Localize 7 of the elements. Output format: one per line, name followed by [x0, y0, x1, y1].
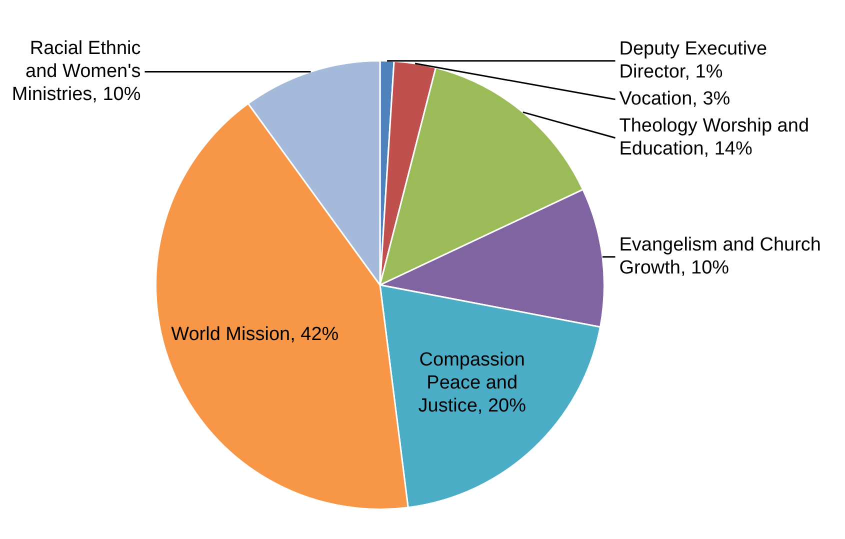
slice-label: Deputy Executive Director, 1% — [619, 38, 768, 83]
slice-label: Vocation, 3% — [619, 88, 730, 110]
slice-label: Compassion Peace and Justice, 20% — [418, 349, 526, 416]
slice-label: World Mission, 42% — [171, 324, 339, 345]
slice-label: Theology Worship and Education, 14% — [619, 116, 810, 160]
slice-label: Evangelism and Church Growth, 10% — [619, 234, 821, 279]
slice-label: Racial Ethnic and Women's Ministries, 10% — [12, 38, 141, 105]
